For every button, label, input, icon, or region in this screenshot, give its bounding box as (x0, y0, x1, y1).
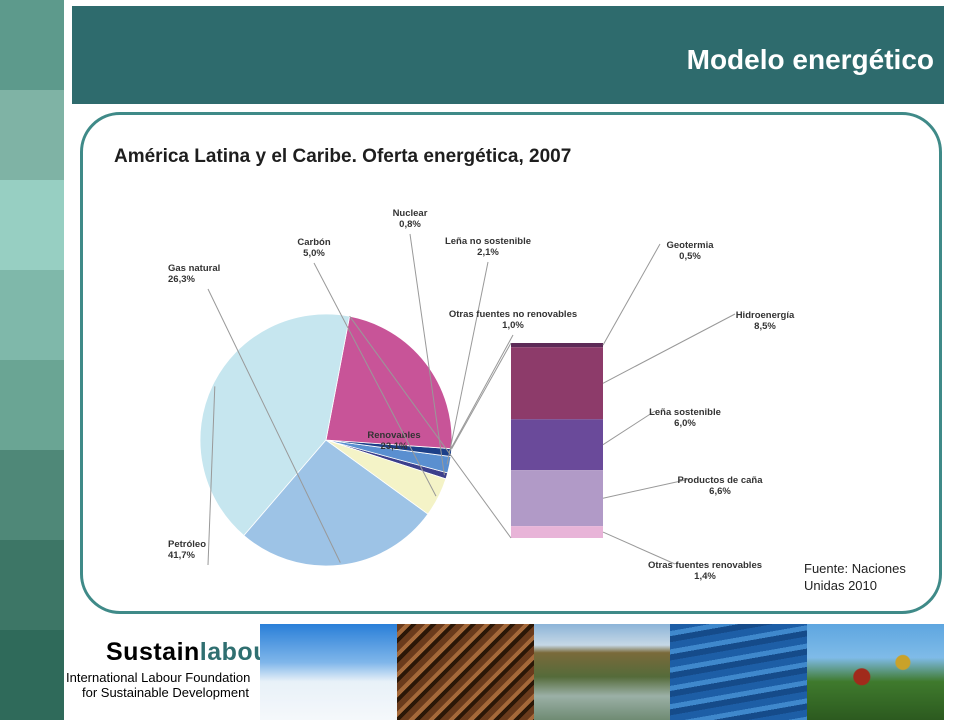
firewood-photo (396, 624, 534, 720)
leader-line-otras-fuentes-no-renovables (448, 334, 514, 453)
slice-label-renovables: Renovables (367, 430, 420, 441)
slide-header: Modelo energético (72, 6, 944, 104)
breakdown-value-otras-fuentes-renovables: 1,4% (694, 571, 716, 582)
breakdown-segment-lena-sostenible (511, 419, 603, 471)
breakdown-leader-lena-sostenible (602, 410, 656, 446)
chart-title: América Latina y el Caribe. Oferta energ… (114, 146, 572, 167)
decorative-sidebar (0, 0, 64, 720)
slice-value-otras-fuentes-no-renovables: 1,0% (502, 320, 524, 331)
leader-line-nuclear (409, 233, 445, 476)
leader-line-lena-no-sostenible (446, 261, 489, 465)
logo-prefix: Sustain (106, 638, 200, 666)
breakdown-value-productos-de-cana: 6,6% (709, 486, 731, 497)
photo-strip (260, 624, 944, 720)
slice-value-carbon: 5,0% (303, 248, 325, 259)
breakdown-segment-geotermia (511, 343, 603, 348)
pie-slice-renovables (325, 315, 453, 450)
sidebar-band (0, 540, 64, 630)
logo-name: Sustainlabour (106, 638, 279, 667)
sidebar-band (0, 0, 64, 90)
slice-label-otras-fuentes-no-renovables: Otras fuentes no renovables (449, 309, 577, 320)
snow-forest-photo (260, 624, 397, 720)
sidebar-band (0, 630, 64, 720)
breakdown-label-lena-sostenible: Leña sostenible (649, 407, 721, 418)
logo-tagline-2: for Sustainable Development (82, 685, 249, 700)
slice-label-carbon: Carbón (297, 237, 330, 248)
slice-value-lena-no-sostenible: 2,1% (477, 247, 499, 258)
water-photo (670, 624, 808, 720)
leader-line-carbon (313, 262, 437, 497)
source-note: Fuente: Naciones Unidas 2010 (804, 561, 906, 593)
breakdown-leader-productos-de-cana (602, 478, 691, 499)
slice-label-gas-natural: Gas natural (168, 263, 220, 274)
breakdown-label-geotermia: Geotermia (667, 240, 715, 251)
slice-value-renovables: 23,1% (381, 441, 408, 452)
sidebar-band (0, 90, 64, 180)
pie-slice-carbon (325, 439, 447, 515)
sidebar-band (0, 270, 64, 360)
breakdown-value-lena-sostenible: 6,0% (674, 418, 696, 429)
breakdown-segment-productos-de-cana (511, 470, 603, 527)
wetland-photo (533, 624, 671, 720)
slice-value-nuclear: 0,8% (399, 219, 421, 230)
pie-slice-gas-natural (243, 439, 429, 567)
sidebar-band (0, 360, 64, 450)
slice-label-petroleo: Petróleo (168, 539, 206, 550)
breakdown-leader-otras-fuentes-renovables (602, 531, 676, 565)
breakdown-value-hidroenergia: 8,5% (754, 321, 776, 332)
sidebar-band (0, 450, 64, 540)
breakdown-segment-otras-fuentes-renovables (511, 526, 603, 538)
breakdown-segment-hidroenergia (511, 347, 603, 420)
breakdown-label-hidroenergia: Hidroenergía (736, 310, 795, 321)
slice-label-lena-no-sostenible: Leña no sostenible (445, 236, 531, 247)
sidebar-band (0, 180, 64, 270)
slice-value-petroleo: 41,7% (168, 550, 195, 561)
leader-line-gas-natural (207, 288, 341, 563)
breakdown-leader-geotermia (602, 243, 661, 346)
coffee-plant-photo (807, 624, 944, 720)
logo-tagline-1: International Labour Foundation (66, 670, 251, 685)
breakdown-leader-hidroenergia (602, 313, 736, 384)
sustainlabour-logo: Sustainlabour International Labour Found… (64, 632, 279, 720)
slice-value-gas-natural: 26,3% (168, 274, 195, 285)
slide-title: Modelo energético (686, 44, 934, 75)
breakdown-label-otras-fuentes-renovables: Otras fuentes renovables (648, 560, 762, 571)
slice-label-nuclear: Nuclear (393, 208, 428, 219)
breakdown-label-productos-de-cana: Productos de caña (678, 475, 764, 486)
breakdown-value-geotermia: 0,5% (679, 251, 701, 262)
connector-top (451, 342, 512, 449)
connector-bottom (349, 315, 512, 539)
leader-line-petroleo (207, 386, 216, 566)
pie-slice-petroleo (199, 313, 351, 537)
